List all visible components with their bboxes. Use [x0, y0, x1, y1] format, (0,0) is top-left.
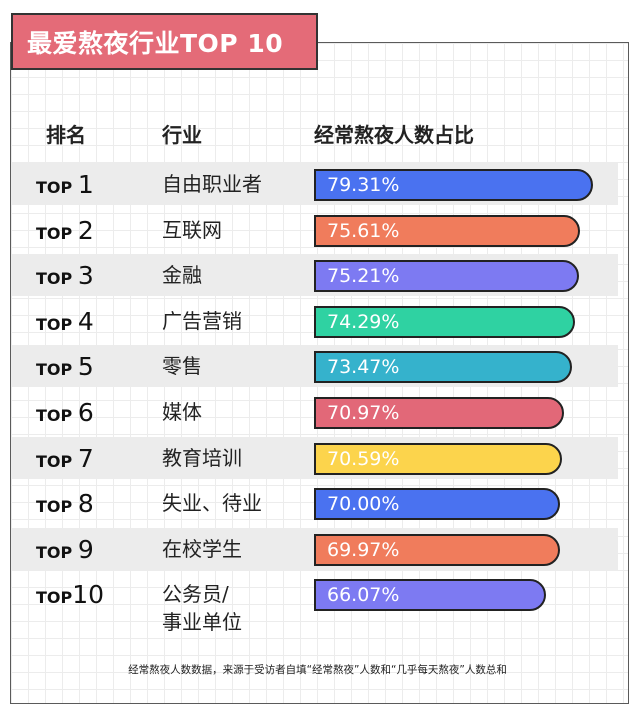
rank-prefix: TOP [36, 588, 73, 608]
industry-label-line: 自由职业者 [162, 172, 262, 196]
rank-number: 5 [77, 352, 94, 382]
bar [314, 488, 561, 521]
industry-label: 教育培训 [162, 444, 242, 472]
data-label: 75.61% [327, 219, 400, 242]
rank-number: 1 [77, 170, 94, 199]
industry-label: 媒体 [162, 398, 202, 426]
rank-number: 9 [77, 534, 94, 564]
rank-prefix: TOP [36, 223, 78, 243]
footnote: 经常熬夜人数数据，来源于受访者自填“经常熬夜”人数和“几乎每天熬夜”人数总和 [128, 664, 507, 676]
bar [314, 260, 579, 293]
industry-label: 金融 [162, 261, 202, 289]
bar [314, 169, 593, 201]
industry-label: 零售 [162, 352, 202, 380]
data-label: 73.47% [327, 356, 400, 379]
industry-label: 广告营销 [162, 307, 242, 335]
industry-label: 在校学生 [162, 535, 242, 563]
rank-label: TOP 5 [36, 352, 94, 381]
rank-prefix: TOP [36, 497, 78, 517]
bar [314, 397, 564, 429]
data-label: 75.21% [327, 265, 400, 288]
rank-prefix: TOP [36, 451, 78, 471]
data-label: 79.31% [327, 174, 400, 196]
bar [314, 214, 580, 247]
rank-prefix: TOP [36, 269, 78, 289]
rank-number: 4 [77, 306, 94, 336]
rank-number: 2 [77, 215, 94, 245]
rank-prefix: TOP [36, 314, 78, 334]
rank-label: TOP 7 [36, 444, 94, 473]
header-percentage: 经常熬夜人数占比 [314, 123, 474, 147]
rank-label: TOP 4 [36, 307, 94, 336]
industry-label-line: 事业单位 [162, 610, 242, 635]
rank-label: TOP 3 [36, 261, 94, 290]
industry-label: 互联网 [162, 216, 222, 244]
bar [314, 579, 547, 612]
rank-prefix: TOP [36, 178, 78, 197]
data-label: 70.00% [327, 493, 400, 516]
rank-number: 10 [72, 580, 105, 610]
rank-prefix: TOP [36, 360, 78, 380]
industry-label-line: 零售 [162, 354, 202, 379]
bar [314, 351, 573, 384]
data-label: 69.97% [327, 538, 400, 561]
industry-label-line: 教育培训 [162, 445, 242, 470]
rank-label: TOP 8 [36, 489, 94, 518]
data-label: 70.59% [327, 447, 400, 470]
industry-label: 公务员/事业单位 [162, 580, 242, 636]
rank-prefix: TOP [36, 406, 78, 425]
industry-label-line: 广告营销 [162, 308, 242, 333]
rank-number: 6 [77, 398, 94, 427]
industry-label-line: 失业、待业 [162, 491, 262, 516]
rank-number: 3 [77, 261, 94, 291]
rank-number: 8 [77, 489, 94, 519]
bar [314, 533, 561, 566]
chart-title: 最爱熬夜行业TOP 10 [11, 13, 318, 70]
rank-number: 7 [77, 443, 94, 473]
rank-label: TOP10 [36, 580, 104, 609]
industry-label: 失业、待业 [162, 489, 262, 517]
rank-label: TOP 6 [36, 398, 94, 427]
data-label: 74.29% [327, 310, 400, 333]
header-industry: 行业 [162, 123, 202, 147]
industry-label-line: 公务员/ [162, 582, 229, 607]
industry-label-line: 在校学生 [162, 536, 242, 561]
rank-prefix: TOP [36, 542, 78, 562]
bar [314, 305, 576, 338]
industry-label: 自由职业者 [162, 170, 262, 198]
industry-label-line: 媒体 [162, 400, 202, 424]
bar [314, 442, 563, 475]
industry-label-line: 互联网 [162, 217, 222, 242]
rank-label: TOP 2 [36, 216, 94, 245]
header-rank: 排名 [46, 123, 86, 147]
industry-label-line: 金融 [162, 263, 202, 288]
rank-label: TOP 9 [36, 535, 94, 564]
rank-label: TOP 1 [36, 170, 94, 199]
data-label: 66.07% [327, 584, 400, 607]
data-label: 70.97% [327, 402, 400, 424]
